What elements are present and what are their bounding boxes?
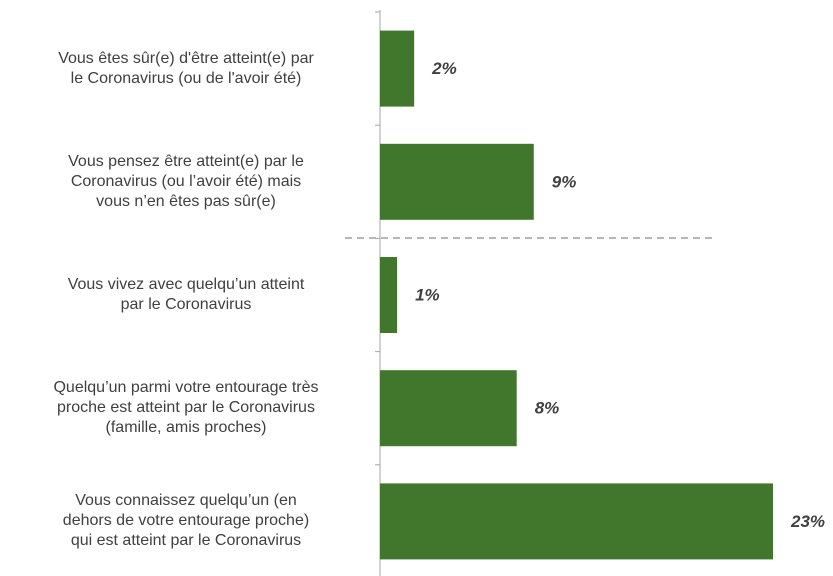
category-label: Vous connaissez quelqu’un (en dehors de … bbox=[62, 492, 310, 550]
value-label: 2% bbox=[431, 59, 457, 78]
bar bbox=[380, 370, 517, 447]
category-label: Vous êtes sûr(e) d'être atteint(e) par l… bbox=[58, 49, 314, 87]
value-label: 8% bbox=[535, 399, 560, 418]
bar bbox=[380, 483, 773, 560]
category-label: Quelqu’un parmi votre entourage très pro… bbox=[53, 379, 319, 437]
category-label: Vous pensez être atteint(e) par le Coron… bbox=[68, 152, 304, 210]
value-label: 9% bbox=[552, 172, 577, 191]
category-label: Vous vivez avec quelqu’un atteint par le… bbox=[67, 276, 305, 313]
bar bbox=[380, 30, 415, 107]
value-label: 23% bbox=[790, 512, 825, 531]
value-label: 1% bbox=[415, 285, 440, 304]
bar bbox=[380, 257, 398, 333]
bar bbox=[380, 143, 534, 220]
